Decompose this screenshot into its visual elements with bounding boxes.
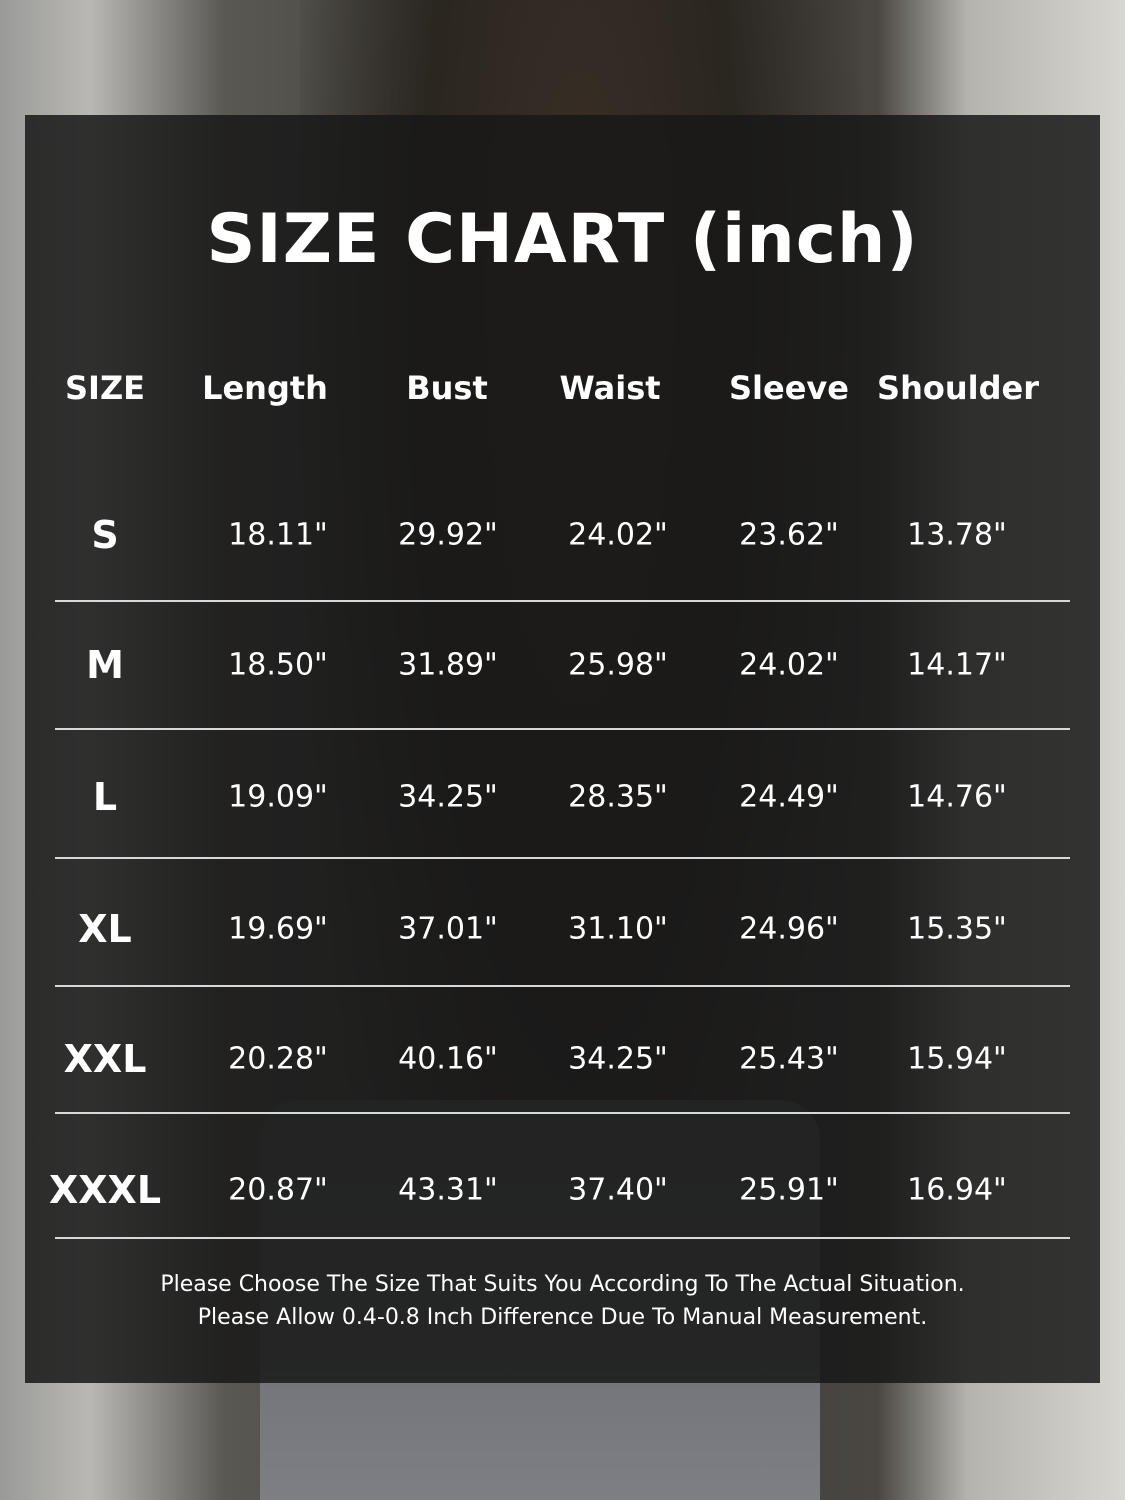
table-cell-waist: 34.25" <box>568 1041 668 1077</box>
table-cell-shoulder: 14.17" <box>907 647 1007 683</box>
table-cell-length: 19.09" <box>228 779 328 815</box>
table-cell-shoulder: 15.35" <box>907 911 1007 947</box>
table-cell-sleeve: 25.91" <box>739 1172 839 1208</box>
table-cell-sleeve: 24.02" <box>739 647 839 683</box>
size-label: XXL <box>63 1037 147 1081</box>
size-label: L <box>92 775 118 819</box>
table-cell-length: 20.28" <box>228 1041 328 1077</box>
row-divider <box>55 985 1070 987</box>
table-cell-shoulder: 14.76" <box>907 779 1007 815</box>
table-cell-waist: 31.10" <box>568 911 668 947</box>
row-divider <box>55 728 1070 730</box>
table-cell-shoulder: 16.94" <box>907 1172 1007 1208</box>
table-cell-bust: 31.89" <box>398 647 498 683</box>
table-cell-bust: 43.31" <box>398 1172 498 1208</box>
note-line-1: Please Choose The Size That Suits You Ac… <box>160 1272 965 1297</box>
size-label: XL <box>78 907 132 951</box>
table-cell-sleeve: 24.49" <box>739 779 839 815</box>
column-header-waist: Waist <box>559 369 661 407</box>
table-cell-length: 20.87" <box>228 1172 328 1208</box>
row-divider <box>55 1237 1070 1239</box>
table-cell-bust: 34.25" <box>398 779 498 815</box>
size-label: M <box>86 643 124 687</box>
size-label: XXXL <box>48 1168 162 1212</box>
table-cell-waist: 37.40" <box>568 1172 668 1208</box>
size-label: S <box>91 513 119 557</box>
table-cell-length: 19.69" <box>228 911 328 947</box>
table-cell-shoulder: 13.78" <box>907 517 1007 553</box>
table-cell-bust: 40.16" <box>398 1041 498 1077</box>
table-cell-waist: 25.98" <box>568 647 668 683</box>
table-cell-bust: 29.92" <box>398 517 498 553</box>
column-header-bust: Bust <box>406 369 488 407</box>
column-header-length: Length <box>202 369 328 407</box>
row-divider <box>55 1112 1070 1114</box>
table-cell-sleeve: 24.96" <box>739 911 839 947</box>
column-header-size: SIZE <box>64 369 146 407</box>
column-header-sleeve: Sleeve <box>729 369 849 407</box>
table-cell-waist: 24.02" <box>568 517 668 553</box>
table-cell-length: 18.50" <box>228 647 328 683</box>
table-cell-length: 18.11" <box>228 517 328 553</box>
table-cell-shoulder: 15.94" <box>907 1041 1007 1077</box>
table-cell-waist: 28.35" <box>568 779 668 815</box>
size-chart-panel <box>25 115 1100 1383</box>
table-cell-sleeve: 23.62" <box>739 517 839 553</box>
note-line-2: Please Allow 0.4-0.8 Inch Difference Due… <box>197 1305 928 1330</box>
row-divider <box>55 857 1070 859</box>
row-divider <box>55 600 1070 602</box>
chart-title: SIZE CHART (inch) <box>206 200 919 279</box>
table-cell-sleeve: 25.43" <box>739 1041 839 1077</box>
table-cell-bust: 37.01" <box>398 911 498 947</box>
column-header-shoulder: Shoulder <box>877 369 1039 407</box>
